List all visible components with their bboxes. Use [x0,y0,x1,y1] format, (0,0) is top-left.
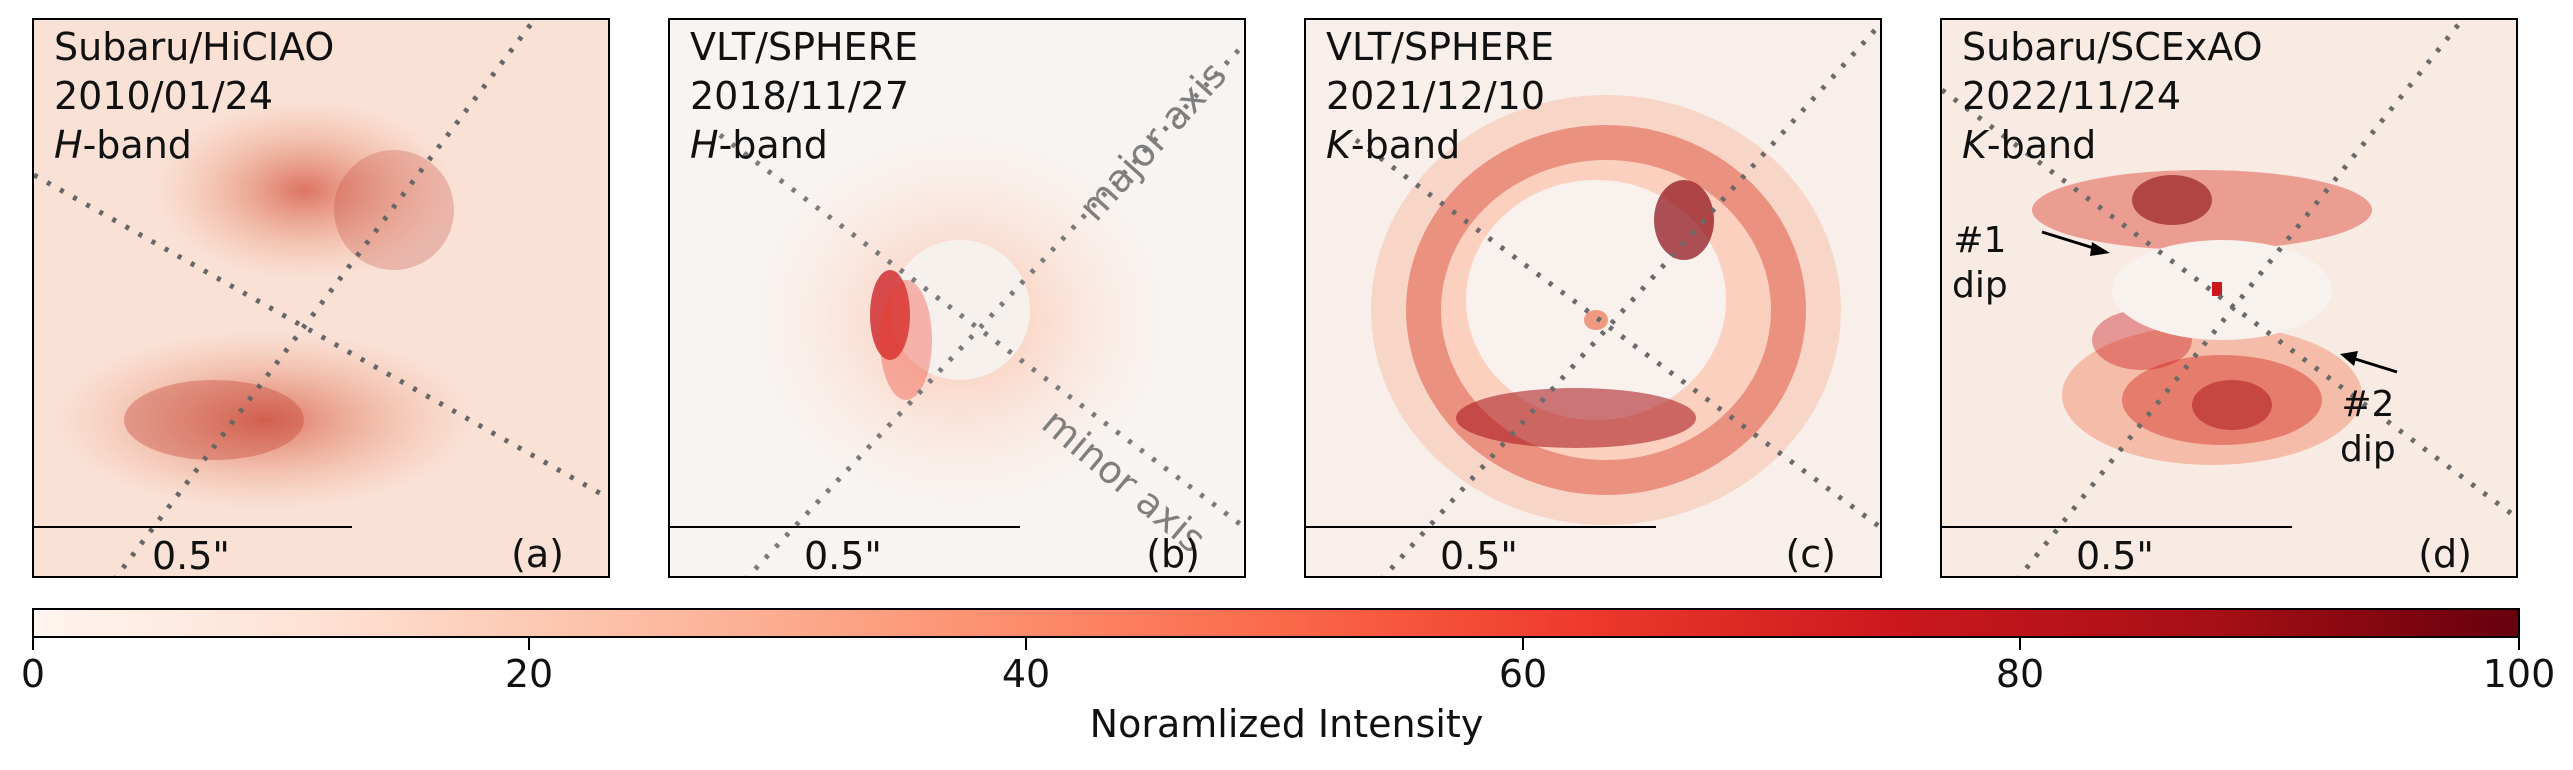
panel-c: VLT/SPHERE 2021/12/10 K-band 0.5" (c) [1304,18,1882,578]
panel-b-band: H-band [690,123,828,167]
panel-c-scalebar [1306,526,1656,528]
panel-a-letter: (a) [511,532,564,576]
panel-c-scale-label: 0.5" [1440,534,1518,578]
panel-c-band: K-band [1326,123,1461,167]
disk-image-c [1306,20,1880,576]
colorbar-title: Noramlized Intensity [1089,702,1484,746]
panel-a: Subaru/HiCIAO 2010/01/24 H-band 0.5" (a) [32,18,610,578]
dip-2-label: #2 dip [2340,384,2396,470]
colorbar-tick-label: 100 [2482,652,2556,696]
panel-d: Subaru/SCExAO 2022/11/24 K-band #1 dip #… [1940,18,2518,578]
colorbar-tick [1025,638,1027,650]
panel-b-instrument: VLT/SPHERE [690,25,918,69]
colorbar-tick [2019,638,2021,650]
disk-image-d [1942,20,2516,576]
panel-b-scalebar [670,526,1020,528]
panel-d-band: K-band [1962,123,2097,167]
disk-image-b [670,20,1244,576]
colorbar-tick [528,638,530,650]
panel-a-instrument: Subaru/HiCIAO [54,25,335,69]
panel-a-scale-label: 0.5" [152,534,230,578]
panel-c-date: 2021/12/10 [1326,74,1546,118]
panel-b-date: 2018/11/27 [690,74,910,118]
disk-image-a [34,20,608,576]
panel-b: VLT/SPHERE 2018/11/27 H-band major axis … [668,18,1246,578]
colorbar-tick-label: 20 [504,652,554,696]
panel-d-letter: (d) [2418,532,2472,576]
panel-b-scale-label: 0.5" [804,534,882,578]
colorbar-tick [32,638,34,650]
panel-a-band: H-band [54,123,192,167]
panel-d-scale-label: 0.5" [2076,534,2154,578]
panel-b-letter: (b) [1146,532,1200,576]
colorbar-tick-label: 80 [1995,652,2045,696]
colorbar-tick-label: 40 [1001,652,1051,696]
panel-a-scalebar [34,526,352,528]
panel-d-date: 2022/11/24 [1962,74,2182,118]
colorbar [32,608,2520,638]
dip-1-label: #1 dip [1952,220,2008,306]
colorbar-tick [2518,638,2520,650]
colorbar-tick-label: 0 [20,652,46,696]
panel-a-date: 2010/01/24 [54,74,274,118]
panel-c-instrument: VLT/SPHERE [1326,25,1554,69]
panel-c-letter: (c) [1785,532,1836,576]
panel-d-scalebar [1942,526,2292,528]
panel-d-instrument: Subaru/SCExAO [1962,25,2263,69]
colorbar-tick [1522,638,1524,650]
colorbar-tick-label: 60 [1498,652,1548,696]
